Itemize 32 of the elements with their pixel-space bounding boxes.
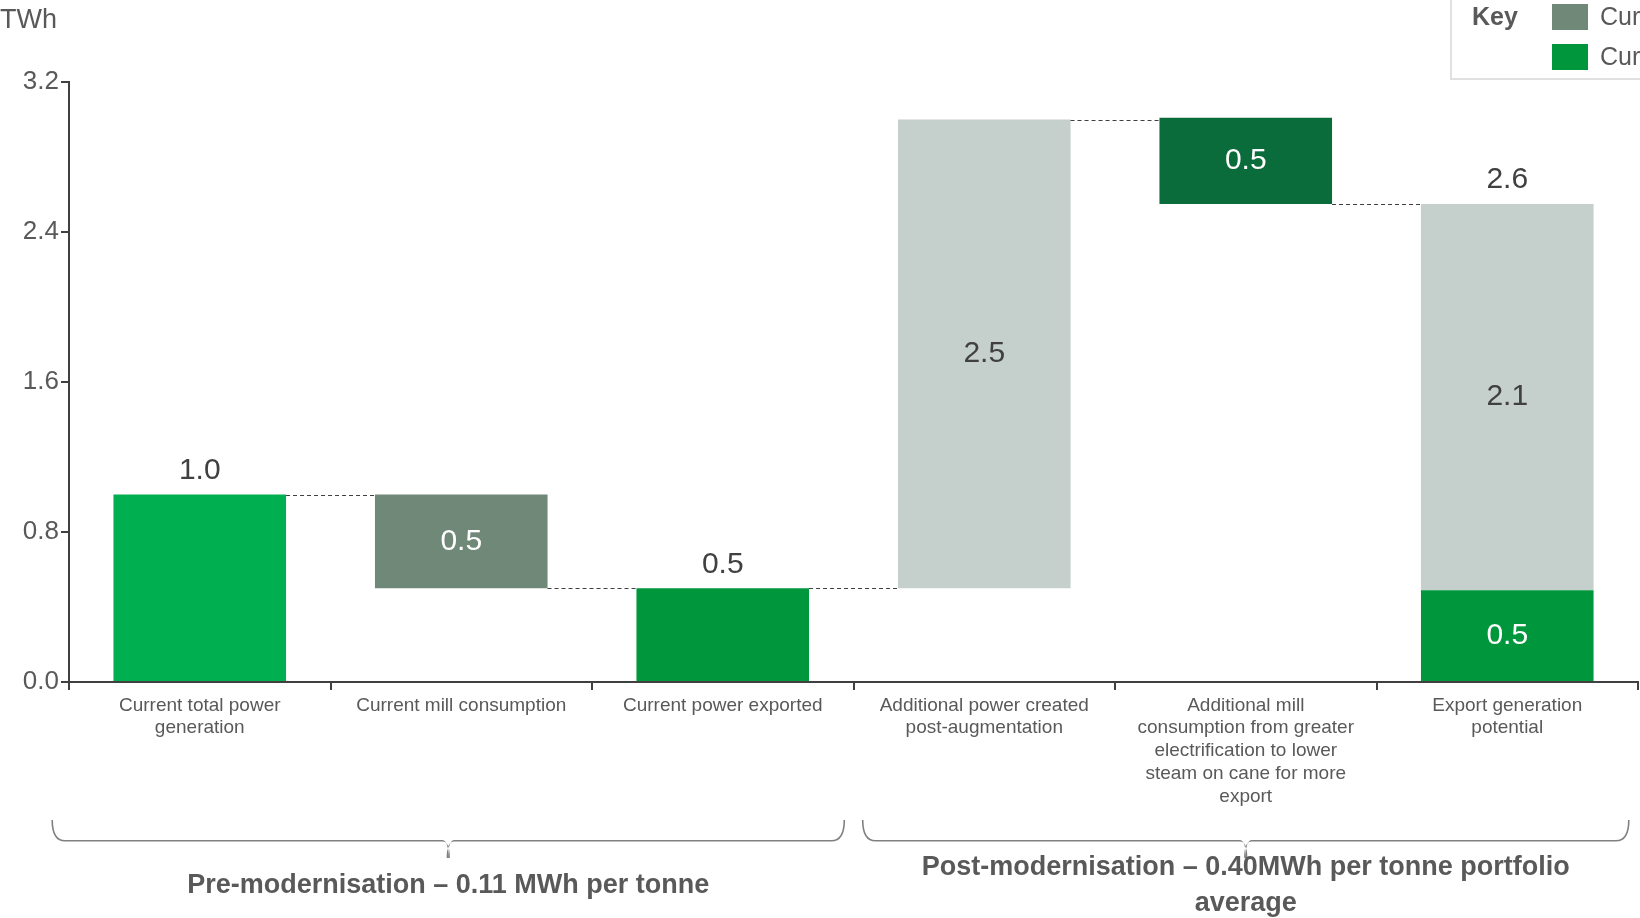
bar — [1159, 117, 1333, 204]
x-tick-label: Current power exported — [622, 693, 823, 715]
x-tick-label: Current total power generation — [118, 693, 282, 738]
data-label: 2.5 — [963, 335, 1006, 369]
y-tick-label: 3.2 — [22, 65, 59, 96]
text: Pre-modernisation – 0.11 MWh per tonne — [186, 868, 711, 901]
y-tick-label: 0.0 — [22, 665, 59, 696]
data-label: 1.0 — [178, 451, 221, 485]
data-label: 0.5 — [440, 522, 483, 556]
total-label: 2.6 — [1486, 161, 1529, 195]
data-label: 2.1 — [1486, 378, 1529, 412]
bar — [636, 588, 810, 681]
x-tick-label: Export generation potential — [1432, 693, 1583, 738]
bar — [897, 119, 1071, 589]
x-tick-label: Additional mill consumption from greater electrification to lower steam on cane for more export — [1137, 693, 1355, 806]
bar — [113, 494, 287, 681]
x-tick-label: Additional power created post-augmentation — [879, 693, 1089, 738]
y-tick-label: 2.4 — [22, 215, 59, 246]
legend-title: Key — [1472, 2, 1518, 31]
data-label: 0.5 — [701, 545, 744, 579]
text: Post-modernisation – 0.40MWh per tonne portfolio average — [920, 850, 1571, 918]
x-tick-label: Current mill consumption — [356, 693, 567, 715]
bar — [1420, 203, 1594, 591]
data-label: 0.5 — [1224, 142, 1267, 176]
data-label: 0.5 — [1486, 617, 1529, 651]
legend-label: Cur — [1600, 42, 1640, 71]
y-tick-label: 0.8 — [22, 515, 59, 546]
legend-label: Cur — [1600, 2, 1640, 31]
y-tick-label: 1.6 — [22, 365, 59, 396]
y-axis-title: TWh — [0, 4, 57, 35]
bar — [374, 494, 548, 589]
bar — [1420, 590, 1594, 681]
